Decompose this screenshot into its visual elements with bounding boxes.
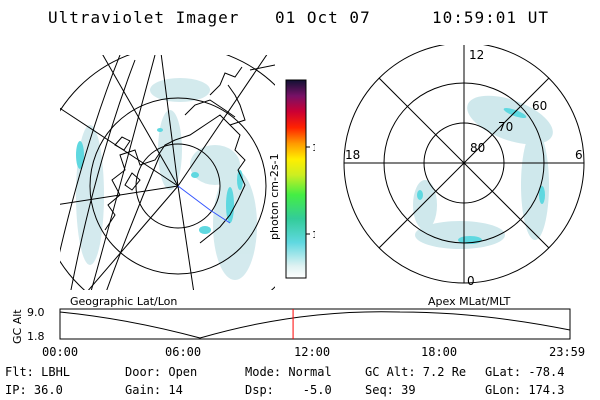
altitude-axis-label: GC Alt: [11, 309, 24, 344]
outer-arcs: [60, 55, 275, 290]
latitude-circles: [60, 55, 275, 290]
polar-plot: 12 18 6 0 80 70 60: [343, 45, 585, 288]
glat-label: GLat: -78.4: [485, 365, 565, 379]
altitude-curve: [59, 311, 571, 339]
colorbar-unit-label: photon cm-2s-1: [268, 153, 281, 240]
time-tick-0600: 06:00: [165, 345, 202, 359]
altitude-tick-9: 9.0: [27, 306, 45, 319]
seq-label: Seq: 39: [365, 383, 416, 397]
glon-label: GLon: 174.3: [485, 383, 565, 397]
gc-altitude-label: GC Alt: 7.2 Re: [365, 365, 467, 379]
mlt-label-18: 18: [345, 148, 360, 162]
mlt-label-0: 0: [467, 274, 475, 288]
time-tick-1800: 18:00: [421, 345, 458, 359]
polar-grid: [343, 45, 585, 284]
colorbar: 100 10 photon cm-2s-1: [268, 79, 315, 279]
time-tick-1200: 12:00: [294, 345, 331, 359]
coastline: [104, 66, 246, 244]
time-label: 10:59:01 UT: [432, 8, 549, 27]
time-tick-2359: 23:59: [549, 345, 586, 359]
mlt-label-12: 12: [469, 48, 484, 62]
mode-label: Mode: Normal: [245, 365, 332, 379]
colorbar-tick-10: 10: [312, 230, 315, 241]
filter-label: Flt: LBHL: [5, 365, 71, 379]
aurora-bright: [76, 128, 243, 234]
altitude-plot-frame: [59, 308, 571, 340]
date-label: 01 Oct 07: [275, 8, 371, 27]
lat-label-60: 60: [532, 99, 547, 113]
geographic-map: [60, 55, 275, 290]
app-title: Ultraviolet Imager: [48, 8, 240, 27]
satellite-track: [177, 185, 231, 224]
colorbar-tick-100: 100: [312, 143, 315, 154]
aurora-oval-faint: [413, 95, 553, 249]
door-label: Door: Open: [125, 365, 198, 379]
altitude-plot: GC Alt 9.0 1.8: [11, 306, 571, 344]
apex-panel-label: Apex MLat/MLT: [428, 295, 511, 308]
geographic-panel-label: Geographic Lat/Lon: [70, 295, 178, 308]
dsp-label: Dsp: -5.0: [245, 383, 332, 397]
time-tick-0000: 00:00: [42, 345, 79, 359]
lat-label-80: 80: [470, 141, 485, 155]
ip-label: IP: 36.0: [5, 383, 63, 397]
colorbar-scale: [285, 79, 307, 279]
altitude-tick-1-8: 1.8: [27, 330, 45, 343]
gain-label: Gain: 14: [125, 383, 183, 397]
lat-label-70: 70: [498, 120, 513, 134]
mlt-label-6: 6: [575, 148, 583, 162]
